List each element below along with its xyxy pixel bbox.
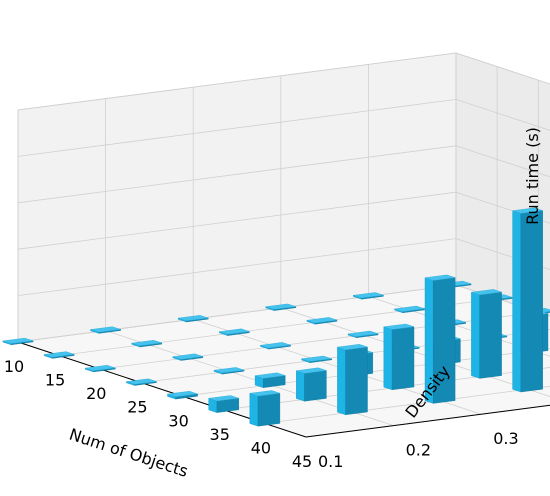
bar	[296, 367, 327, 402]
bar-top-face	[44, 351, 75, 358]
bar-top-face	[167, 390, 198, 397]
bar-top-face	[255, 372, 286, 379]
bar-top-face	[90, 326, 121, 333]
bar-front-face	[296, 370, 305, 402]
bar-top-face	[85, 364, 116, 372]
z-grid-line	[17, 284, 457, 343]
bar	[213, 367, 245, 375]
bar-top-face	[249, 390, 280, 397]
bar-side-face	[479, 291, 502, 379]
bar-side-face	[257, 392, 281, 427]
tick-labels: 10152025303540450.10.20.30.40.50.6024681…	[4, 357, 519, 471]
bar-front-face	[249, 393, 259, 427]
x-axis-label: Num of Objects	[67, 425, 191, 481]
bar	[43, 351, 75, 359]
bar	[383, 323, 415, 391]
bar-top-face	[353, 292, 384, 299]
z-grid-line	[455, 284, 550, 317]
bar-front-face	[471, 291, 480, 379]
bar	[337, 344, 368, 416]
bar	[126, 378, 157, 386]
z-grid-line	[455, 145, 550, 178]
z-grid-line	[17, 191, 457, 250]
bar-front-face	[512, 210, 521, 393]
bar-top-face	[2, 337, 34, 344]
x-tick-label: 20	[86, 384, 106, 403]
z-grid-line	[455, 191, 550, 224]
x-tick-label: 40	[251, 438, 271, 457]
bar-top-face	[306, 317, 338, 324]
z-grid-line	[17, 145, 457, 204]
x-tick-label: 35	[210, 425, 230, 444]
bar	[260, 342, 291, 350]
bar-top-face	[265, 303, 296, 310]
bars	[2, 207, 550, 427]
y-tick-label: 0.1	[318, 452, 343, 471]
bar-top-face	[512, 207, 543, 214]
bar-front-face	[337, 346, 346, 416]
bar-top-face	[394, 305, 425, 312]
bar-side-face	[345, 346, 368, 416]
bar-top-face	[172, 353, 203, 360]
x-tick-label: 15	[45, 371, 65, 390]
y-axis-line	[305, 404, 550, 438]
bar	[172, 353, 204, 361]
x-tick-label: 10	[4, 357, 24, 376]
bar-top-face	[383, 323, 415, 330]
bar	[90, 326, 121, 334]
x-grid-line	[59, 298, 498, 356]
x-grid-line	[100, 311, 539, 370]
bar-top-face	[178, 315, 209, 322]
z-grid-line	[17, 238, 457, 296]
bar	[301, 355, 332, 363]
bar	[131, 339, 163, 348]
bar	[512, 207, 543, 393]
bar	[219, 328, 250, 336]
bar-side-face	[391, 326, 415, 391]
bar-top-face	[347, 330, 379, 337]
bar	[471, 289, 502, 379]
bar-top-face	[296, 367, 327, 374]
bar	[177, 315, 209, 323]
bar	[249, 390, 281, 427]
bar-top-face	[301, 355, 332, 362]
bar	[347, 330, 379, 338]
y-tick-label: 0.2	[406, 441, 431, 460]
bar-side-face	[304, 370, 327, 402]
bar	[167, 390, 198, 400]
z-grid-line	[17, 52, 457, 111]
bar	[84, 364, 116, 373]
bar	[353, 292, 384, 300]
z-axis-label: Run time (s)	[523, 127, 542, 225]
bar	[254, 372, 286, 388]
z-grid-line	[455, 238, 550, 271]
z-grid-line	[455, 52, 550, 85]
bar-top-face	[471, 289, 502, 296]
bar-top-face	[213, 367, 245, 374]
bar-top-face	[131, 339, 162, 347]
bar	[306, 317, 338, 325]
bar-front-face	[383, 326, 393, 391]
y-tick-label: 0.3	[493, 429, 518, 448]
bar	[208, 395, 240, 413]
bar-top-face	[219, 328, 250, 335]
x-grid-line	[264, 385, 550, 424]
bar	[2, 337, 34, 346]
x-tick-label: 45	[292, 452, 312, 471]
bar-side-face	[520, 210, 543, 393]
bar	[394, 305, 425, 314]
bar-top-face	[208, 395, 239, 402]
bar	[424, 274, 456, 404]
bar-top-face	[126, 378, 157, 385]
x-tick-label: 30	[168, 411, 188, 430]
bar-top-face	[260, 342, 291, 349]
z-grid-line	[455, 99, 550, 131]
bar	[265, 303, 297, 311]
z-grid-line	[17, 99, 457, 157]
x-tick-label: 25	[127, 398, 147, 417]
bar-top-face	[424, 274, 456, 281]
bar-top-face	[337, 344, 368, 351]
